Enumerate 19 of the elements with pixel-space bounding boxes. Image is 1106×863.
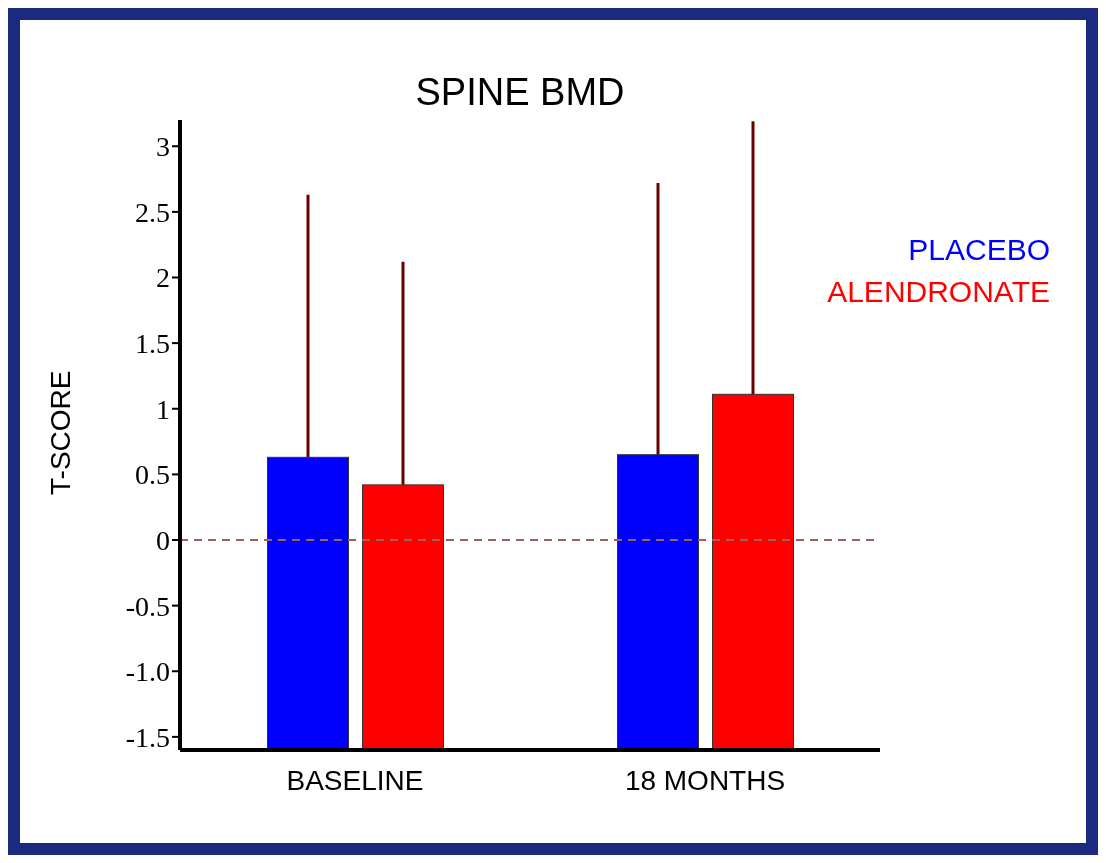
y-axis-title: T-SCORE (44, 370, 76, 495)
bar (362, 484, 444, 750)
y-tick-label: 0 (156, 524, 170, 556)
bar (267, 456, 349, 750)
y-tick-label: -1.0 (125, 656, 170, 688)
y-tick-label: -0.5 (125, 590, 170, 622)
y-tick-label: 2.5 (135, 196, 170, 228)
y-tick-label: 0.5 (135, 459, 170, 491)
bar (712, 393, 794, 750)
y-tick-label: 1 (156, 393, 170, 425)
bar (617, 454, 699, 750)
x-tick-label: BASELINE (286, 764, 424, 796)
y-tick-label: 1.5 (135, 328, 170, 360)
series-names: PLACEBO ALENDRONATE (827, 233, 1050, 308)
chart-title: SPINE BMD (415, 71, 625, 113)
y-tick-label: 2 (156, 262, 170, 294)
y-tick-label: 3 (156, 131, 170, 163)
y-tick-label: -1.5 (125, 721, 170, 753)
x-tick-label: 18 MONTHS (624, 764, 786, 796)
